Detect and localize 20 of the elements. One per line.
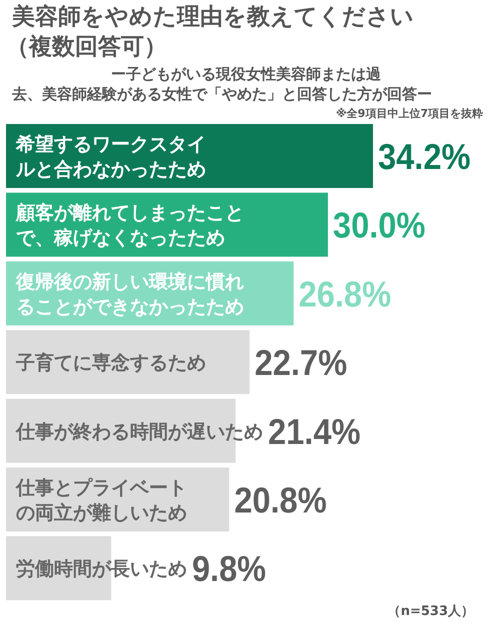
data-label: 22.7%	[254, 342, 357, 384]
y-tick-label: 子育てに専念するため	[15, 352, 206, 374]
data-label: 20.8%	[234, 480, 336, 520]
data-label: 21.4%	[268, 410, 370, 452]
text: ※全9項目中上位7項目を抜粋	[336, 107, 483, 120]
data-label: 9.8%	[192, 548, 274, 590]
y-tick-label: 仕事が終わる時間が遅いため	[15, 420, 263, 443]
bar	[6, 124, 373, 188]
text: （n=533人）	[388, 604, 474, 619]
data-label: 26.8%	[298, 273, 401, 314]
y-tick-label: 仕事とプライベートの両立が難しいため	[15, 477, 187, 524]
chart-title: 美容師をやめた理由を教えてください（複数回答可）	[6, 3, 414, 60]
y-tick-label: 顧客が離れてしまったことで、稼げなくなったため	[15, 202, 244, 250]
y-tick-label: 復帰後の新しい環境に慣れることができなかったため	[15, 270, 244, 318]
y-tick-label: 労働時間が長いため	[16, 558, 187, 580]
y-tick-label: 希望するワークスタイルと合わなかったため	[15, 134, 206, 180]
data-label: 30.0%	[332, 204, 436, 246]
chart-subtitle: ー子どもがいる現役女性美容師または過去、美容師経験がある女性で「やめた」と回答した方が回答ー	[11, 65, 432, 103]
data-label: 34.2%	[378, 136, 480, 177]
bar	[6, 330, 250, 394]
